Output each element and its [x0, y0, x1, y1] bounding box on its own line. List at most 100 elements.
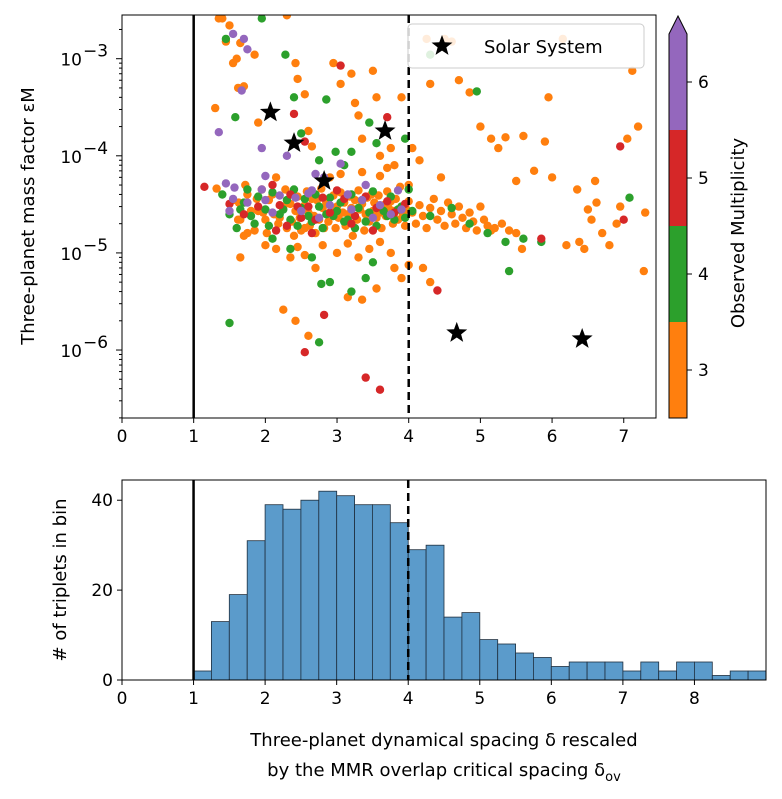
scatter-point-m4: [400, 134, 410, 143]
scatter-point-m3: [324, 217, 333, 226]
scatter-point-m4: [465, 219, 474, 228]
scatter-point-m3: [343, 239, 352, 248]
histogram-panel: 0 1 2 3 4 5 6 7 8 0 20 40 # of triplets in bin Thr…: [50, 479, 767, 785]
colorbar-outline: [668, 14, 688, 419]
hist-x-tick-label: 1: [188, 689, 199, 709]
scatter-point-m4: [347, 287, 356, 296]
scatter-point-m4: [317, 279, 326, 289]
scatter-point-m3: [354, 253, 363, 262]
histogram-bar: [371, 504, 391, 680]
scatter-point-m3: [436, 173, 446, 182]
solar-system-star: [259, 101, 281, 122]
hist-x-tick-label: 3: [331, 689, 342, 709]
scatter-point-m3: [494, 143, 503, 153]
scatter-point-m3: [639, 266, 648, 276]
histogram-bar: [568, 661, 588, 680]
colorbar-tick-label: 3: [698, 361, 709, 381]
scatter-point-m3: [465, 208, 474, 217]
colorbar-segment-6: [669, 34, 687, 130]
scatter-point-m4: [243, 185, 252, 194]
scatter-point-m3: [318, 241, 327, 250]
scatter-point-m6: [275, 191, 284, 200]
scatter-point-m5: [271, 226, 281, 235]
scatter-point-m3: [293, 242, 302, 252]
scatter-point-m3: [529, 166, 539, 175]
hist-y-tick-label: 0: [102, 671, 113, 691]
scatter-point-m3: [501, 133, 510, 142]
scatter-point-m4: [368, 187, 378, 196]
scatter-point-m6: [375, 201, 385, 210]
scatter-point-m3: [429, 194, 438, 204]
scatter-point-m6: [343, 190, 352, 199]
hist-x-tick-label: 2: [260, 689, 271, 709]
scatter-point-m3: [262, 228, 271, 238]
scatter-point-m4: [257, 15, 266, 23]
scatter-point-m6: [393, 186, 403, 195]
scatter-point-m3: [357, 295, 367, 304]
histogram-bars: [193, 490, 766, 680]
scatter-y-tick-label: 10: [60, 342, 82, 362]
histogram-bar: [747, 670, 766, 680]
scatter-point-m3: [360, 226, 369, 235]
histogram-bar: [497, 643, 517, 680]
scatter-y-tick-label: 10: [60, 51, 82, 71]
scatter-point-m3: [519, 131, 528, 141]
scatter-point-m3: [211, 103, 220, 113]
scatter-point-m3: [354, 186, 363, 195]
scatter-point-m3: [628, 66, 637, 76]
scatter-point-m5: [254, 202, 263, 211]
scatter-point-m4: [472, 87, 481, 96]
scatter-point-m5: [336, 61, 345, 70]
scatter-point-m4: [232, 223, 241, 233]
scatter-point-m3: [590, 176, 600, 186]
scatter-point-m3: [476, 202, 485, 211]
scatter-point-m3: [641, 208, 650, 217]
scatter-point-m6: [282, 151, 292, 160]
histogram-bar: [210, 621, 230, 680]
scatter-point-m3: [250, 226, 259, 235]
scatter-point-m3: [291, 316, 300, 325]
histogram-bar: [550, 666, 570, 680]
solar-system-star: [313, 170, 335, 190]
hist-x-tick-label: 0: [117, 689, 128, 709]
scatter-point-m6: [297, 206, 306, 216]
scatter-point-m6: [225, 206, 234, 216]
scatter-point-m3: [225, 21, 234, 30]
scatter-point-m3: [261, 241, 270, 250]
scatter-point-m3: [433, 215, 442, 224]
scatter-point-m3: [517, 244, 527, 254]
scatter-point-m3: [300, 90, 309, 99]
scatter-x-ticks: 0 1 2 3 4 5 6 7: [117, 418, 629, 447]
scatter-point-m6: [291, 193, 300, 202]
histogram-bar: [479, 639, 499, 680]
histogram-axes-frame: [121, 479, 767, 681]
scatter-point-m4: [314, 338, 324, 347]
scatter-point-m4: [250, 219, 259, 228]
scatter-point-m3: [612, 219, 621, 228]
scatter-point-m3: [623, 134, 632, 143]
colorbar-tick-label: 6: [698, 73, 709, 93]
hist-x-tick-label: 8: [689, 689, 700, 709]
solar-system-star: [571, 327, 593, 348]
colorbar-segment-5: [669, 130, 687, 226]
scatter-point-m3: [375, 151, 385, 160]
scatter-point-m5: [325, 208, 335, 217]
scatter-point-m3: [465, 88, 474, 97]
scatter-point-m4: [218, 190, 227, 199]
histogram-bar: [443, 616, 463, 680]
scatter-point-m3: [357, 134, 367, 143]
scatter-point-m6: [243, 198, 252, 207]
scatter-point-m3: [286, 253, 295, 262]
scatter-point-m5: [383, 197, 392, 206]
scatter-x-tick-label: 3: [332, 427, 343, 447]
histogram-bar: [228, 594, 248, 680]
scatter-point-m3: [375, 171, 385, 181]
scatter-point-m3: [365, 244, 374, 254]
scatter-point-m3: [254, 118, 263, 127]
scatter-points: [200, 15, 650, 394]
scatter-point-m3: [451, 219, 460, 228]
scatter-point-m6: [261, 171, 270, 181]
scatter-point-m4: [264, 221, 274, 230]
scatter-point-m4: [318, 223, 327, 233]
